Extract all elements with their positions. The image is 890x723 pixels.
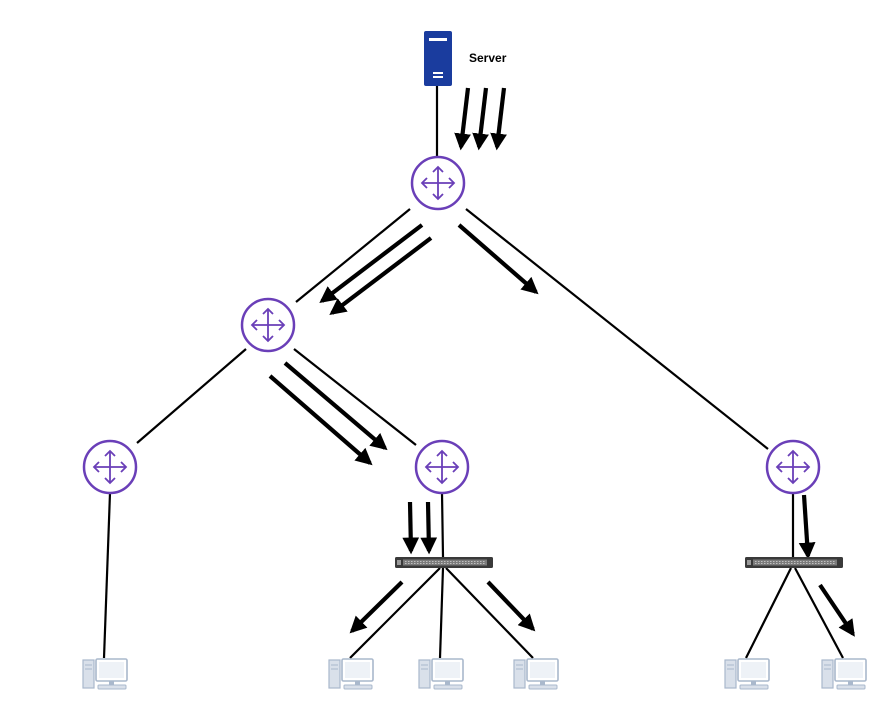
link-left-leaf2 <box>293 348 417 446</box>
router-left <box>240 297 296 353</box>
link-switch-computer-2 <box>349 567 441 659</box>
computer-2 <box>328 658 374 690</box>
computer-6 <box>821 658 867 690</box>
computer-1 <box>82 658 128 690</box>
switch-right <box>745 557 843 568</box>
switch-center <box>395 557 493 568</box>
arrow-leaf2-switch-1 <box>402 501 420 555</box>
link-leaf2-switch <box>440 492 445 558</box>
router-core <box>410 155 466 211</box>
arrow-switch-computer-4 <box>486 580 536 632</box>
link-switch-computer-6 <box>794 567 844 659</box>
computer-5 <box>724 658 770 690</box>
arrow-switch-computer-2 <box>349 580 404 634</box>
arrow-leaf2-switch-2 <box>420 501 438 555</box>
router-leaf-3 <box>765 439 821 495</box>
links <box>102 86 844 659</box>
arrow-core-left-2 <box>329 236 433 316</box>
computer-4 <box>513 658 559 690</box>
arrow-server-2 <box>472 87 489 151</box>
server-label: Server <box>469 51 507 65</box>
arrow-server-1 <box>454 87 471 151</box>
link-switch-computer-3 <box>438 567 445 659</box>
arrow-core-left-1 <box>319 223 424 304</box>
traffic-arrows <box>268 87 855 637</box>
link-core-left <box>295 208 411 303</box>
link-core-right <box>465 208 769 450</box>
server: Server <box>424 31 507 86</box>
routers <box>82 155 821 495</box>
computers <box>82 658 867 690</box>
link-switch-computer-4 <box>445 567 534 659</box>
computer-3 <box>418 658 464 690</box>
arrow-leaf3-switch <box>798 494 816 560</box>
arrow-switch-computer-6 <box>818 583 855 637</box>
arrow-left-leaf2-2 <box>268 374 373 466</box>
link-switch-computer-5 <box>745 567 792 659</box>
arrow-server-3 <box>490 87 507 151</box>
link-leaf1-computer <box>102 492 112 659</box>
router-leaf-2 <box>414 439 470 495</box>
server-icon <box>424 31 452 86</box>
link-left-leaf1 <box>136 348 247 444</box>
arrow-left-leaf2-1 <box>283 361 388 451</box>
arrow-core-right <box>457 223 539 295</box>
router-leaf-1 <box>82 439 138 495</box>
